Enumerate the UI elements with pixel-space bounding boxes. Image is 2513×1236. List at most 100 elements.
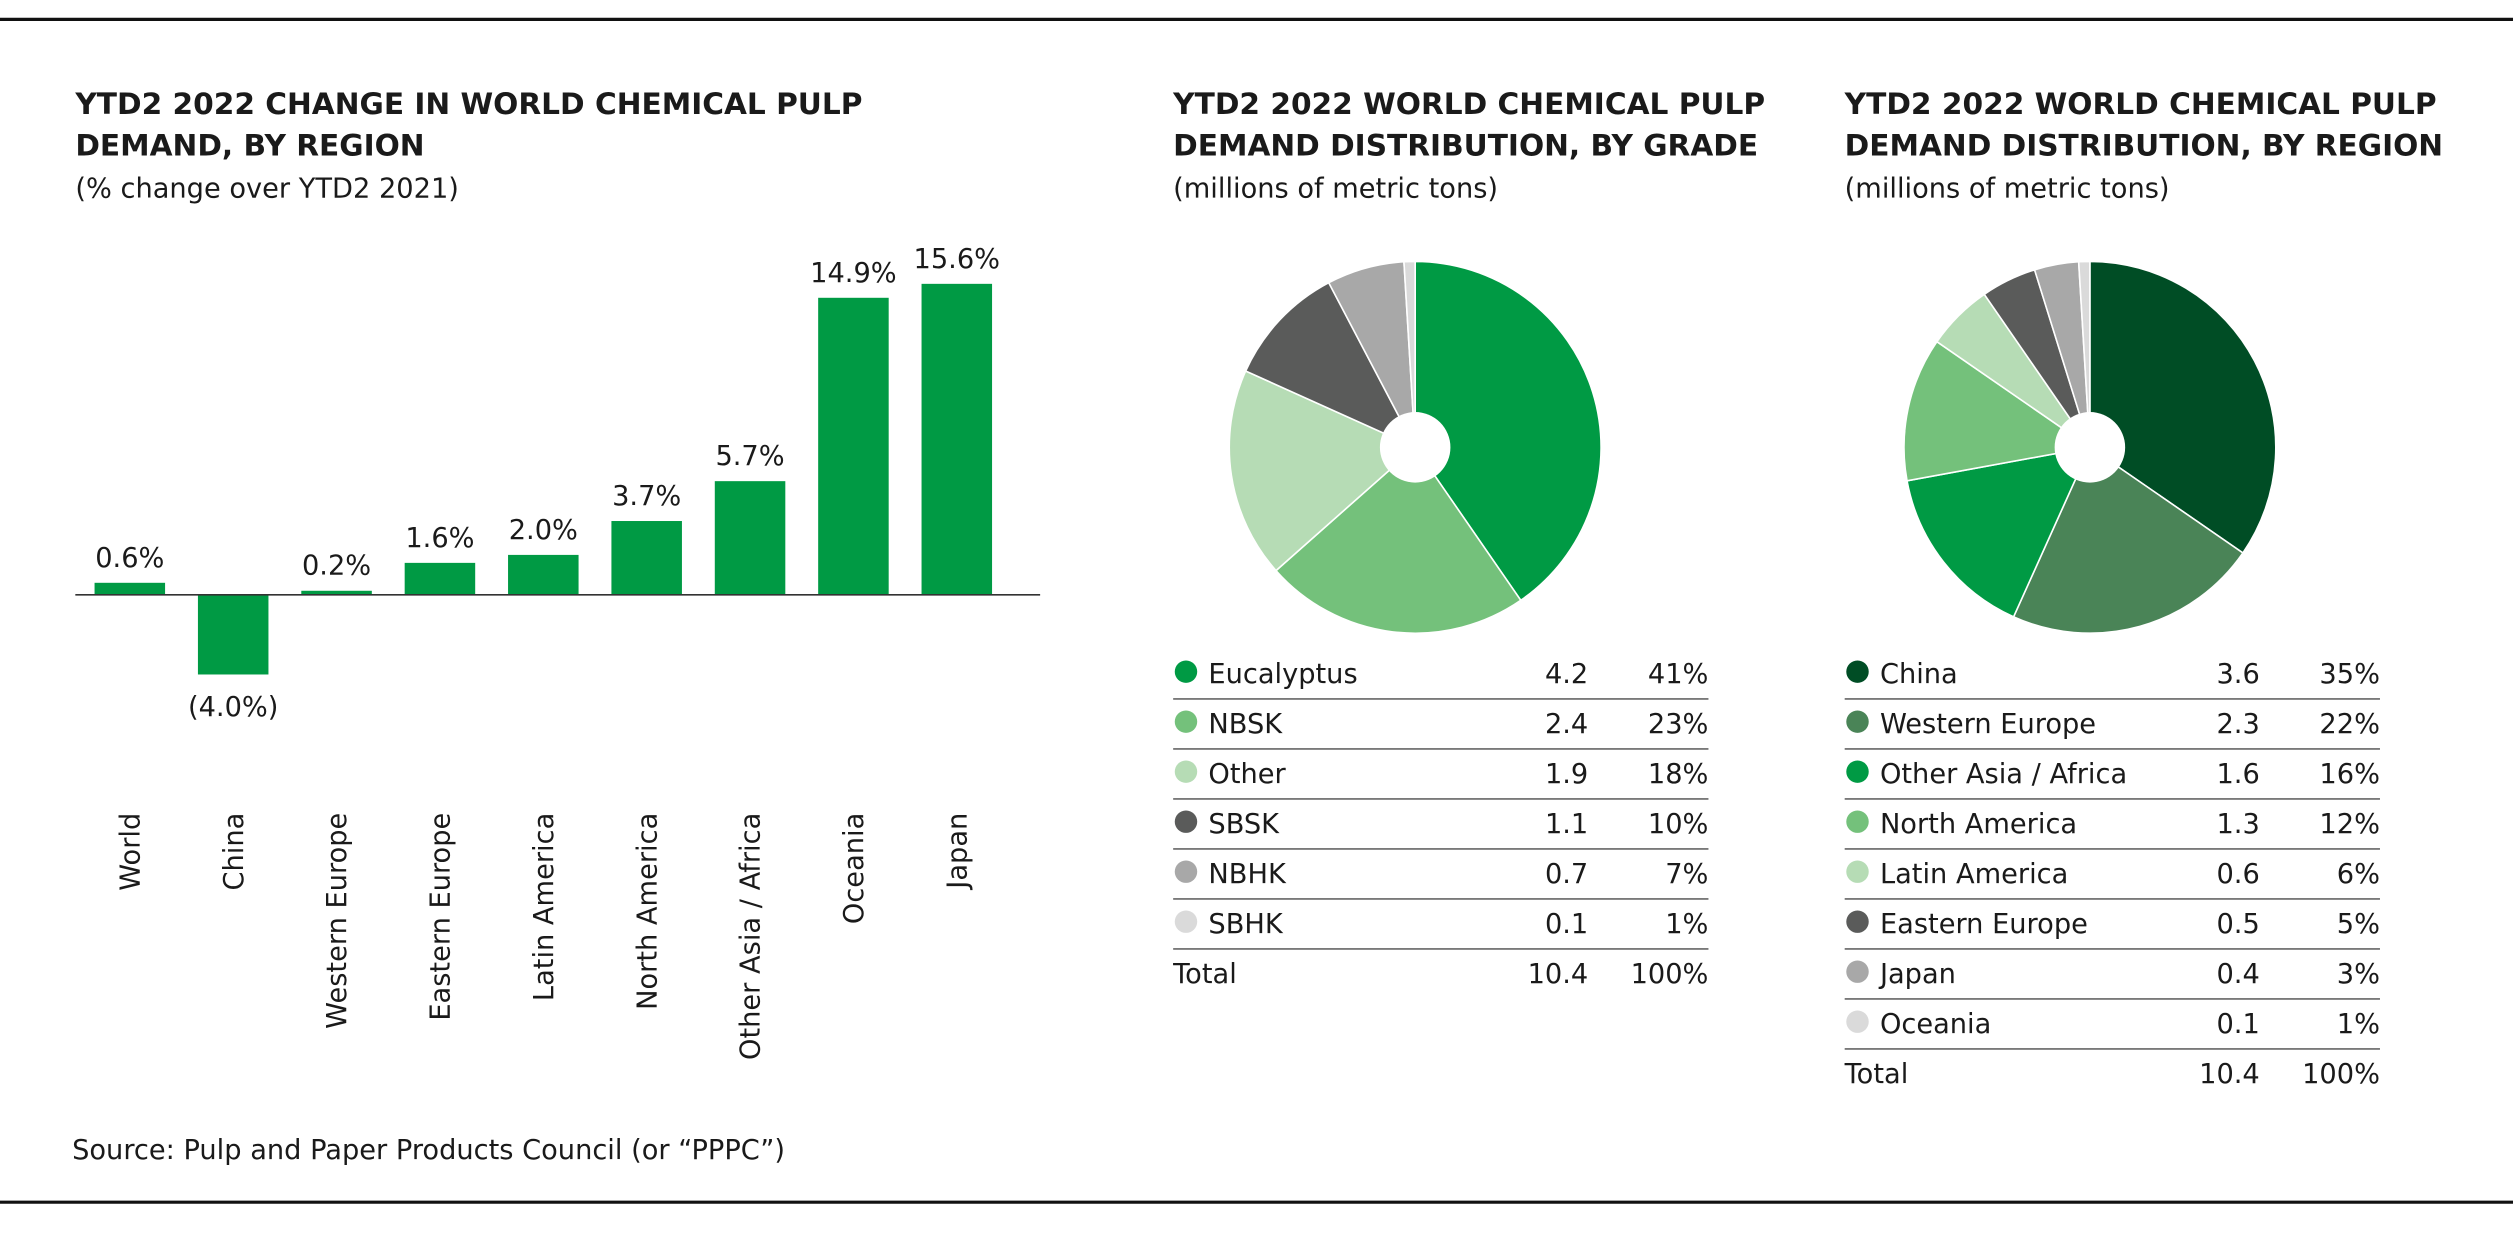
donut-hole [1379,412,1451,483]
x-tick-label: Eastern Europe [426,813,457,1021]
chart-title: YTD2 2022 CHANGE IN WORLD CHEMICAL PULP D… [74,86,862,163]
legend-swatch [1174,810,1198,833]
value-label: 3.7% [612,481,681,512]
legend-swatch [1846,810,1869,833]
table-value: 0.5 [2216,909,2259,940]
legend-swatch [1174,760,1198,783]
x-tick-label: Other Asia / Africa [736,813,767,1060]
table-percent: 12% [2319,809,2380,840]
value-label: 5.7% [715,441,784,472]
pie-slice [1403,260,1416,448]
pie-slice [1274,446,1522,635]
legend-swatch [1846,960,1869,983]
legend-label: Latin America [1880,859,2068,890]
legend-label: Japan [1878,959,1956,990]
legend-label: China [1880,659,1958,690]
table-value: 0.1 [1545,909,1588,940]
legend-swatch [1846,710,1869,733]
table-percent: 18% [1648,759,1709,790]
legend-label: Other [1208,759,1286,790]
x-tick-label: China [219,813,250,891]
table-value: 0.4 [2216,959,2259,990]
bar [508,554,579,595]
legend-swatch [1174,910,1198,933]
total-value: 10.4 [2199,1059,2260,1090]
x-tick-label: Western Europe [322,813,353,1029]
legend-label: SBHK [1208,909,1283,940]
chart-subtitle: (% change over YTD2 2021) [75,173,459,204]
bar [818,297,889,595]
table-percent: 23% [1648,709,1709,740]
total-label: Total [1172,959,1237,990]
table-percent: 22% [2319,709,2380,740]
bar [921,283,993,595]
table-value: 0.7 [1545,859,1588,890]
donut-hole [2054,412,2126,483]
legend-swatch [1846,860,1869,883]
x-tick-label: Oceania [839,813,870,924]
table-percent: 1% [2337,1009,2380,1040]
table-value: 1.6 [2216,759,2259,790]
total-percent: 100% [2302,1059,2380,1090]
legend-swatch [1174,660,1198,683]
value-label: 0.2% [302,551,371,582]
total-percent: 100% [1631,959,1709,990]
table-value: 2.4 [1545,709,1588,740]
chart-subtitle: (millions of metric tons) [1173,173,1498,204]
legend-swatch [1846,760,1869,783]
x-tick-label: Latin America [529,813,560,1001]
total-label: Total [1844,1059,1909,1090]
table-percent: 41% [1648,659,1709,690]
legend-swatch [1174,710,1198,733]
value-label: 2.0% [509,515,578,546]
value-label: 15.6% [914,244,1001,275]
x-tick-label: Japan [942,813,973,891]
table-value: 2.3 [2216,709,2259,740]
bar [197,594,269,675]
table-value: 1.3 [2216,809,2259,840]
legend-swatch [1174,860,1198,883]
chart-subtitle: (millions of metric tons) [1845,173,2170,204]
table-percent: 3% [2337,959,2380,990]
table-value: 4.2 [1545,659,1588,690]
pie-slice [1906,446,2092,618]
legend-label: NBHK [1208,859,1287,890]
legend-swatch [1846,910,1869,933]
table-percent: 5% [2337,909,2380,940]
pie-slice [2012,446,2245,635]
legend-swatch [1846,660,1869,683]
table-value: 0.6 [2216,859,2259,890]
source-note: Source: Pulp and Paper Products Council … [72,1135,785,1166]
x-tick-label: North America [632,813,663,1010]
bar [404,562,476,595]
legend-label: NBSK [1208,709,1283,740]
legend-label: SBSK [1208,809,1280,840]
pie-slice [1228,369,1417,572]
table-percent: 10% [1648,809,1709,840]
table-percent: 35% [2319,659,2380,690]
value-label: 0.6% [95,543,164,574]
value-label: (4.0%) [188,692,278,723]
table-percent: 7% [1665,859,1708,890]
value-label: 14.9% [810,258,897,289]
legend-label: North America [1880,809,2077,840]
pie-slice [2077,260,2091,448]
value-label: 1.6% [405,523,474,554]
chart-title: YTD2 2022 WORLD CHEMICAL PULP DEMAND DIST… [1172,86,1765,163]
table-value: 3.6 [2216,659,2259,690]
chart-title: YTD2 2022 WORLD CHEMICAL PULP DEMAND DIST… [1844,86,2443,163]
table-value: 1.1 [1545,809,1588,840]
total-value: 10.4 [1528,959,1589,990]
legend-label: Eucalyptus [1208,659,1357,690]
legend-label: Oceania [1880,1009,1991,1040]
pie-slice [1903,340,2092,482]
legend-swatch [1846,1010,1869,1033]
legend-label: Eastern Europe [1880,909,2088,940]
table-value: 0.1 [2216,1009,2259,1040]
bar [301,590,372,595]
table-value: 1.9 [1545,759,1588,790]
bar [714,481,786,595]
table-percent: 16% [2319,759,2380,790]
